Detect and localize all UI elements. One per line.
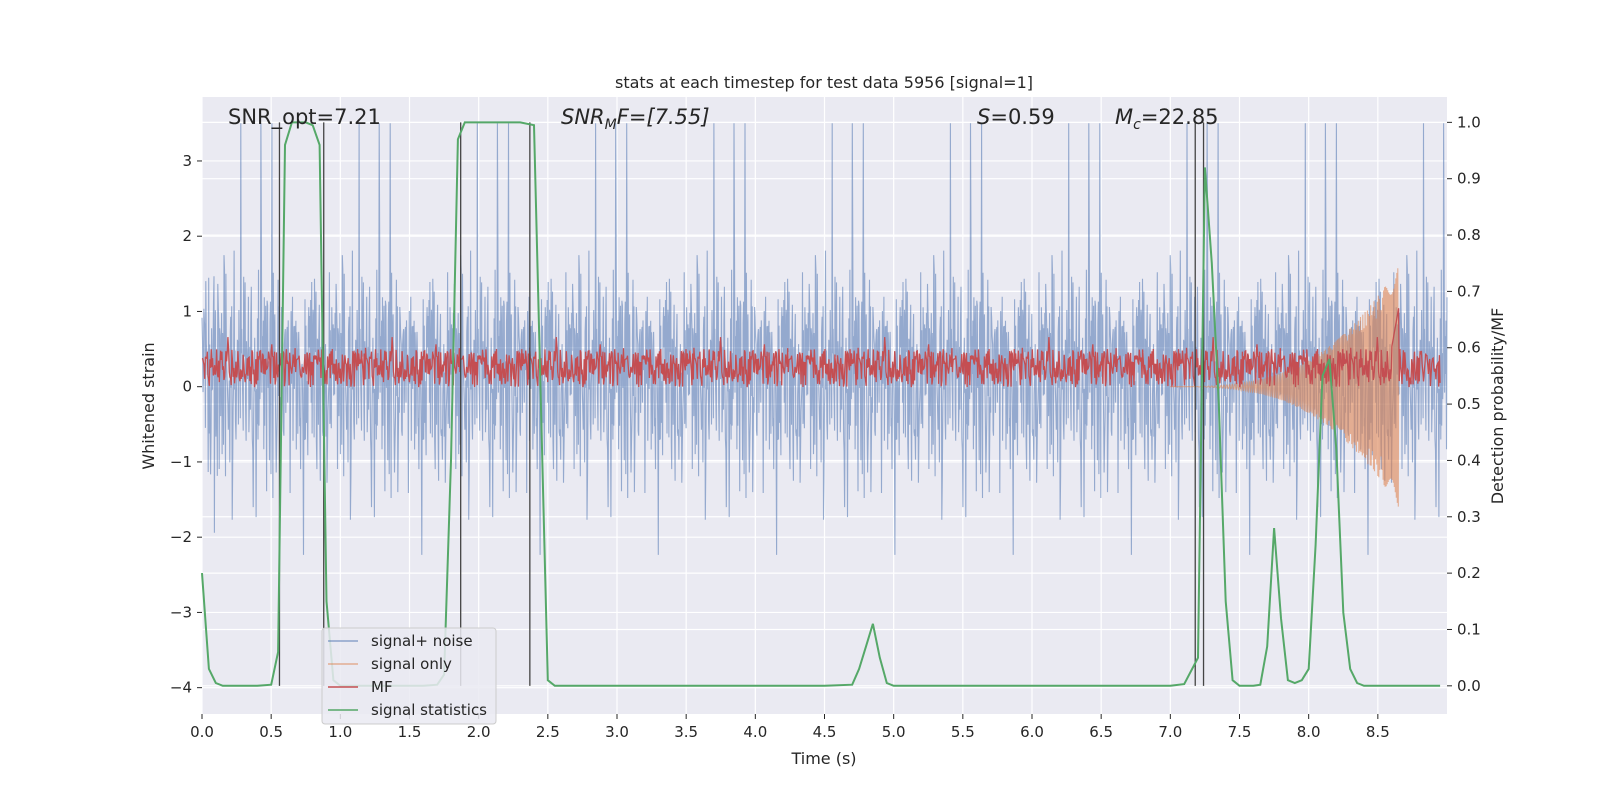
y-axis-left-ticks: 3 2 1 0 −1 −2 −3 −4	[170, 152, 202, 697]
y-right-tick-label: 0.7	[1457, 282, 1481, 300]
legend-label: signal statistics	[371, 701, 487, 719]
y-left-tick-label: 0	[182, 378, 192, 396]
x-tick-label: 4.0	[743, 723, 767, 741]
annotation-s: S=0.59	[977, 105, 1055, 129]
series-signal-statistics	[201, 121, 1441, 687]
x-tick-label: 8.5	[1366, 723, 1390, 741]
y-right-tick-label: 0.2	[1457, 564, 1481, 582]
legend-frame	[321, 627, 497, 725]
snr-mf-value: F=[7.55]	[617, 105, 710, 129]
y-axis-left-label: Whitened strain	[139, 342, 158, 469]
snr-mf-symbol: SNR	[561, 105, 605, 129]
y-left-tick-label: 3	[182, 152, 192, 170]
y-left-tick-label: −1	[170, 453, 192, 471]
y-right-tick-label: 0.9	[1457, 170, 1481, 188]
y-left-tick-label: 1	[182, 302, 192, 320]
y-left-tick-label: −4	[170, 679, 192, 697]
legend: signal+ noise signal only MF signal stat…	[321, 627, 497, 725]
y-right-tick-label: 1.0	[1457, 113, 1481, 131]
y-right-tick-label: 0.0	[1457, 677, 1481, 695]
series-mf	[201, 308, 1441, 388]
legend-item-signal-only: signal only	[328, 655, 452, 673]
x-tick-label: 1.5	[398, 723, 422, 741]
y-axis-right-ticks: 1.0 0.9 0.8 0.7 0.6 0.5 0.4 0.3 0.2 0.1 0.0	[1447, 113, 1481, 695]
y-right-tick-label: 0.4	[1457, 451, 1481, 469]
series-signal-only	[1170, 268, 1400, 507]
legend-item-signal-statistics: signal statistics	[328, 701, 487, 719]
x-tick-label: 2.5	[536, 723, 560, 741]
annotation-snr-mf: SNRMF=[7.55]	[561, 105, 710, 133]
x-axis-label: Time (s)	[790, 749, 856, 768]
y-axis-right-label: Detection probability/MF	[1488, 308, 1507, 505]
x-axis-ticks: 0.0 0.5 1.0 1.5 2.0 2.5 3.0 3.5 4.0 4.5 5.0 5.5 6.0 6…	[190, 714, 1390, 741]
y-right-tick-label: 0.5	[1457, 395, 1481, 413]
y-left-tick-label: −2	[170, 528, 192, 546]
y-right-tick-label: 0.3	[1457, 508, 1481, 526]
x-tick-label: 5.0	[882, 723, 906, 741]
x-tick-label: 1.0	[328, 723, 352, 741]
legend-item-signal-noise: signal+ noise	[328, 632, 473, 650]
y-left-tick-label: −3	[170, 603, 192, 621]
chart-title: stats at each timestep for test data 595…	[615, 73, 1033, 92]
annotation-snr-opt: SNR_opt=7.21	[228, 105, 381, 130]
s-value: =0.59	[990, 105, 1054, 129]
series-layer	[201, 121, 1448, 687]
y-left-tick-label: 2	[182, 227, 192, 245]
x-tick-label: 3.0	[605, 723, 629, 741]
legend-label: MF	[371, 678, 393, 696]
snr-mf-subscript: M	[605, 117, 617, 133]
y-right-tick-label: 0.8	[1457, 226, 1481, 244]
x-tick-label: 7.5	[1228, 723, 1252, 741]
x-tick-label: 3.5	[674, 723, 698, 741]
x-tick-label: 0.5	[259, 723, 283, 741]
mc-symbol: M	[1115, 105, 1133, 129]
mc-subscript: c	[1133, 117, 1141, 133]
legend-label: signal+ noise	[371, 632, 473, 650]
x-tick-label: 0.0	[190, 723, 214, 741]
mc-value: =22.85	[1141, 105, 1219, 129]
legend-label: signal only	[371, 655, 452, 673]
y-right-tick-label: 0.1	[1457, 620, 1481, 638]
x-tick-label: 8.0	[1297, 723, 1321, 741]
x-tick-label: 7.0	[1158, 723, 1182, 741]
annotation-mc: Mc=22.85	[1115, 105, 1219, 133]
s-symbol: S	[977, 105, 990, 129]
x-tick-label: 5.5	[951, 723, 975, 741]
legend-item-mf: MF	[328, 678, 393, 696]
x-tick-label: 4.5	[813, 723, 837, 741]
x-tick-label: 2.0	[467, 723, 491, 741]
y-right-tick-label: 0.6	[1457, 339, 1481, 357]
x-tick-label: 6.0	[1020, 723, 1044, 741]
x-tick-label: 6.5	[1089, 723, 1113, 741]
